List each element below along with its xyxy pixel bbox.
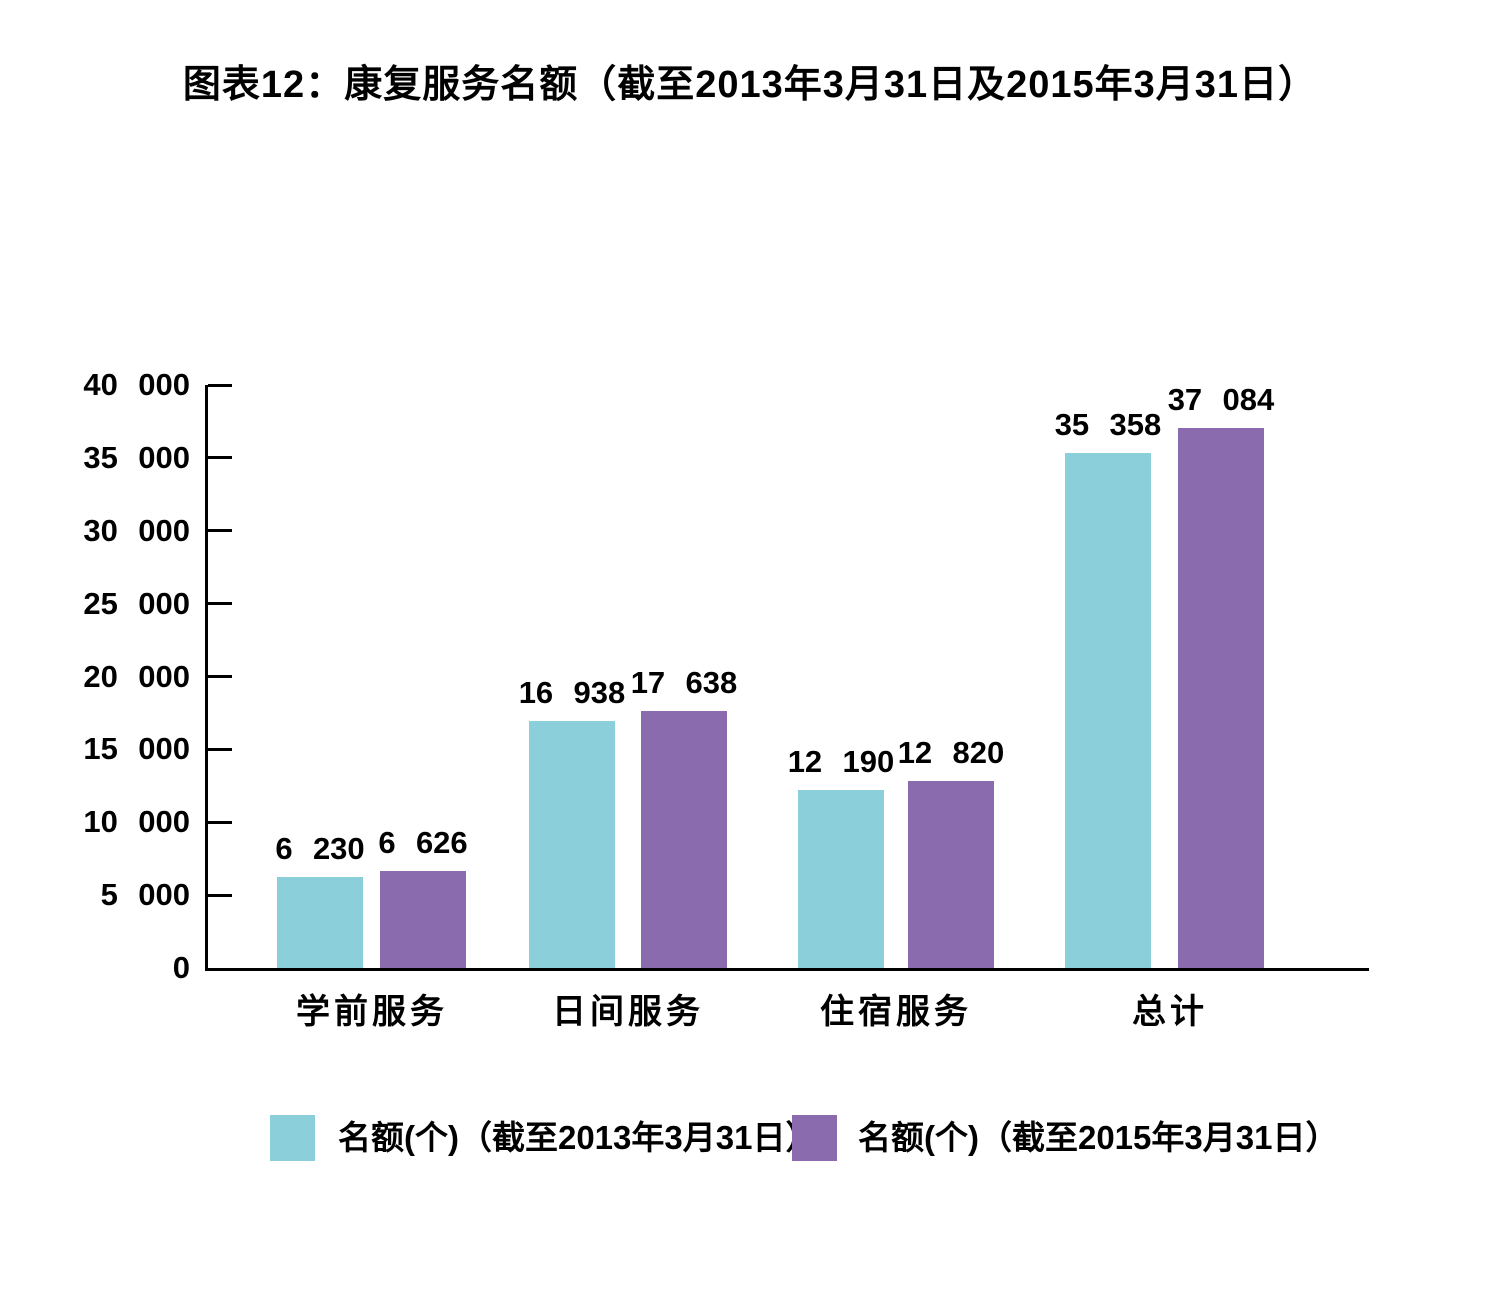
y-axis-tick-label: 35 000 (83, 440, 190, 475)
bar-value-label: 12 820 (897, 735, 1005, 770)
legend-label-2015: 名额(个)（截至2015年3月31日） (858, 1119, 1339, 1156)
y-axis-tick-label: 5 000 (100, 877, 190, 912)
bar-value-label: 16 938 (518, 675, 626, 710)
bar-value-label: 37 084 (1167, 382, 1275, 417)
y-axis-tick (208, 675, 232, 678)
x-axis-category-label: 总计 (1132, 993, 1208, 1031)
bar-value-label: 12 190 (787, 744, 895, 779)
y-axis-tick-label: 40 000 (83, 367, 190, 402)
bar-value-label: 35 358 (1054, 407, 1162, 442)
bar-value-label: 6 230 (275, 831, 365, 866)
y-axis-tick-label: 15 000 (83, 731, 190, 766)
x-axis-category-label: 住宿服务 (820, 993, 972, 1031)
bar-2013-3 (1065, 453, 1151, 968)
y-axis-tick (208, 456, 232, 459)
bar-2013-1 (529, 721, 615, 968)
y-axis-tick (208, 748, 232, 751)
bar-2015-2 (908, 781, 994, 968)
y-axis-tick-label: 25 000 (83, 586, 190, 621)
y-axis-tick-label: 30 000 (83, 513, 190, 548)
y-axis-tick (208, 602, 232, 605)
legend-swatch-2015 (792, 1115, 837, 1161)
y-axis-tick (208, 821, 232, 824)
y-axis-tick-label: 20 000 (83, 659, 190, 694)
y-axis-tick-label: 0 (172, 950, 190, 985)
bar-2015-3 (1178, 428, 1264, 968)
bar-value-label: 6 626 (378, 825, 468, 860)
bar-2015-1 (641, 711, 727, 968)
bar-2013-0 (277, 877, 363, 968)
bar-2013-2 (798, 790, 884, 968)
chart-title: 图表12：康复服务名额（截至2013年3月31日及2015年3月31日） (182, 64, 1318, 106)
y-axis-tick (208, 894, 232, 897)
bar-2015-0 (380, 871, 466, 968)
legend-swatch-2013 (270, 1115, 315, 1161)
y-axis-tick (208, 529, 232, 532)
legend-label-2013: 名额(个)（截至2013年3月31日） (338, 1119, 819, 1156)
bar-value-label: 17 638 (630, 665, 738, 700)
x-axis-category-label: 学前服务 (296, 993, 448, 1031)
y-axis-tick-label: 10 000 (83, 804, 190, 839)
y-axis-tick (208, 384, 232, 387)
y-axis-line (205, 385, 208, 971)
x-axis-line (205, 968, 1369, 971)
x-axis-category-label: 日间服务 (552, 993, 704, 1031)
